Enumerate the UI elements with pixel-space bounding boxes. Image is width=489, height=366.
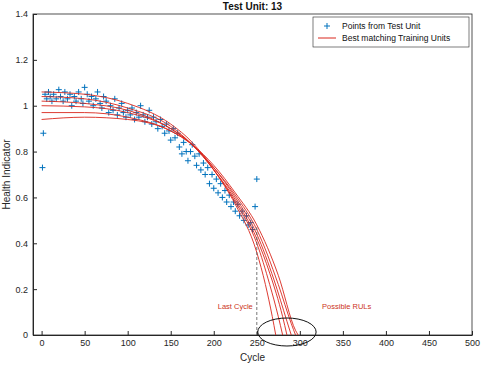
y-tick-label: 1.2 (15, 55, 28, 65)
y-tick-mark (33, 243, 37, 244)
x-tick: 100 (121, 331, 136, 348)
x-tick-mark (42, 331, 43, 335)
x-tick-label: 300 (293, 338, 308, 348)
x-tick-label: 0 (40, 338, 45, 348)
line-series (42, 92, 299, 335)
data-point (198, 167, 204, 173)
x-axis-line (34, 335, 473, 336)
legend-marker (324, 23, 330, 29)
y-tick-mark (33, 335, 37, 336)
x-tick-mark (386, 331, 387, 335)
legend-box (313, 17, 469, 47)
y-tick-label: 1 (23, 101, 28, 111)
legend: Points from Test Unit Best matching Train… (313, 17, 469, 47)
data-point (95, 89, 101, 95)
x-tick-label: 350 (336, 338, 351, 348)
x-tick-mark (85, 331, 86, 335)
x-tick: 400 (379, 331, 394, 348)
last-cycle-line (256, 227, 257, 335)
y-tick-label: 0.4 (15, 239, 28, 249)
x-tick-mark (343, 331, 344, 335)
data-point (103, 98, 109, 104)
data-point (206, 181, 212, 187)
x-tick-label: 450 (422, 338, 437, 348)
plot-area (39, 84, 298, 335)
x-tick-mark (214, 331, 215, 335)
data-point (202, 172, 208, 178)
data-point (194, 162, 200, 168)
y-tick-label: 1.4 (15, 9, 28, 19)
y-tick: 1.4 (15, 9, 37, 19)
y-tick: 1.2 (15, 55, 37, 65)
x-axis-title: Cycle (240, 352, 265, 363)
y-axis: 0 0.2 0.4 0.6 0.8 1 1.2 1.4 (15, 9, 37, 340)
data-point (69, 103, 75, 109)
data-point (188, 149, 194, 155)
data-point (39, 165, 45, 171)
data-point (185, 158, 191, 164)
x-tick: 150 (164, 331, 179, 348)
x-tick-mark (128, 331, 129, 335)
annotations: Last Cycle Possible RULs (218, 227, 372, 346)
y-tick: 0.6 (15, 193, 37, 203)
y-tick: 0.2 (15, 285, 37, 295)
data-point (224, 199, 230, 205)
x-tick-label: 400 (379, 338, 394, 348)
x-tick-label: 100 (121, 338, 136, 348)
y-tick-mark (33, 289, 37, 290)
y-axis-line (33, 15, 34, 336)
y-tick: 0.8 (15, 147, 37, 157)
y-tick-mark (33, 106, 37, 107)
y-tick-label: 0.2 (15, 285, 28, 295)
y-tick: 1 (23, 101, 37, 111)
x-tick-mark (429, 331, 430, 335)
y-tick: 0 (23, 330, 37, 340)
data-point (215, 190, 221, 196)
y-tick-mark (33, 14, 37, 15)
x-tick: 350 (336, 331, 351, 348)
y-tick-mark (33, 152, 37, 153)
x-tick-mark (171, 331, 172, 335)
data-point (254, 176, 260, 182)
y-tick-label: 0.6 (15, 193, 28, 203)
x-tick: 500 (465, 331, 480, 348)
x-tick-label: 500 (465, 338, 480, 348)
data-point (62, 89, 68, 95)
chart-title: Test Unit: 13 (223, 1, 283, 12)
legend-label: Points from Test Unit (342, 21, 421, 31)
annotation-text: Possible RULs (322, 302, 371, 311)
y-axis-title: Health Indicator (1, 139, 12, 210)
y-tick-mark (33, 60, 37, 61)
y-tick-label: 0 (23, 330, 28, 340)
chart: 05010015020025030035040045050000.20.40.6… (0, 0, 489, 366)
x-tick: 450 (422, 331, 437, 348)
plot-frame (33, 14, 472, 335)
data-point (56, 87, 62, 93)
data-point (211, 185, 217, 191)
x-tick-mark (472, 331, 473, 335)
legend-line (318, 38, 336, 39)
data-point (200, 160, 206, 166)
data-point (82, 84, 88, 90)
data-point (209, 172, 215, 178)
x-tick: 200 (207, 331, 222, 348)
data-point (40, 130, 46, 136)
y-tick-mark (33, 197, 37, 198)
rul-ellipse (258, 318, 316, 346)
x-tick-mark (300, 331, 301, 335)
x-tick: 0 (40, 331, 45, 348)
data-point (252, 204, 258, 210)
x-tick: 50 (80, 331, 90, 348)
y-tick-label: 0.8 (15, 147, 28, 157)
x-tick-label: 50 (80, 338, 90, 348)
x-tick-label: 150 (164, 338, 179, 348)
y-tick: 0.4 (15, 239, 37, 249)
data-point (176, 144, 182, 150)
legend-label: Best matching Training Units (342, 33, 450, 43)
x-tick-label: 200 (207, 338, 222, 348)
annotation-text: Last Cycle (218, 302, 253, 311)
data-point (219, 194, 225, 200)
